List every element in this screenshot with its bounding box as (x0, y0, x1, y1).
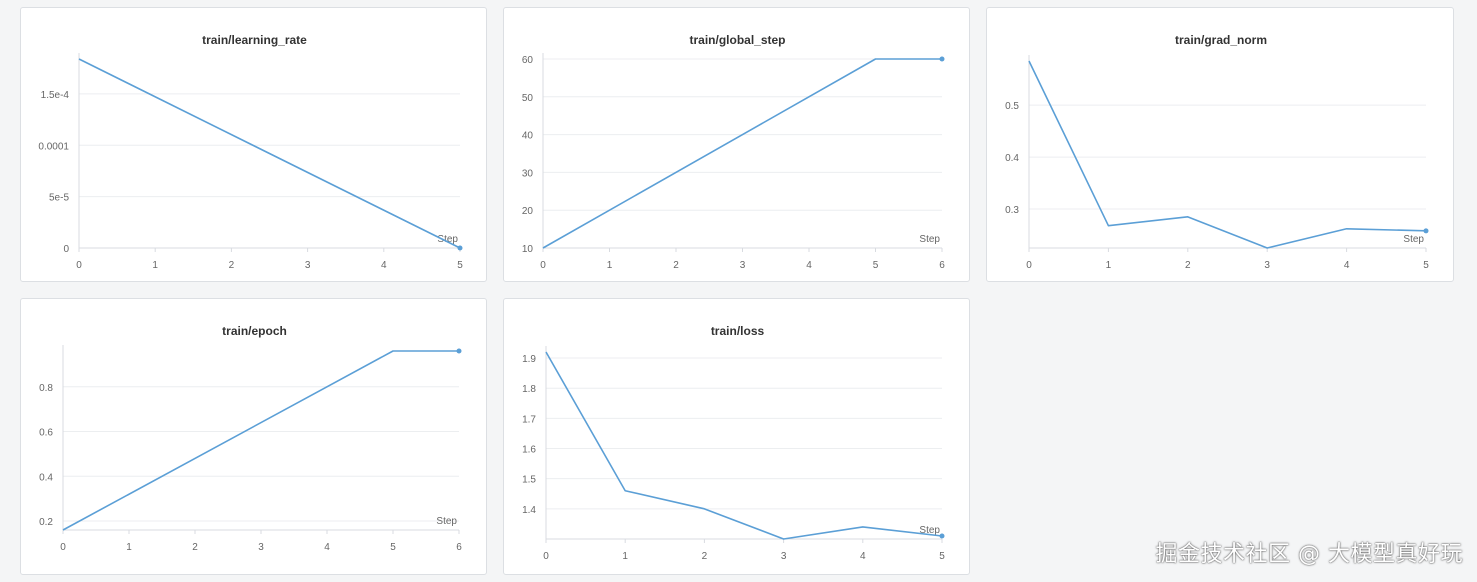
x-tick-label: 3 (781, 551, 787, 562)
x-tick-label: 1 (1106, 260, 1112, 271)
y-tick-label: 0.0001 (38, 141, 69, 152)
y-tick-label: 0.4 (39, 472, 53, 483)
series-line (1028, 60, 1427, 249)
x-tick-label: 1 (126, 542, 132, 553)
series-line (78, 58, 461, 249)
x-tick-label: 5 (1423, 260, 1429, 271)
x-tick-label: 3 (258, 542, 264, 553)
chart-grad-norm: train/grad_norm 0.3 0.4 0.5 0 1 2 3 4 5 Step (1005, 33, 1429, 271)
y-tick-label: 60 (522, 55, 534, 66)
chart-title: train/grad_norm (1175, 33, 1267, 47)
x-tick-label: 5 (873, 260, 879, 271)
x-tick-label: 4 (806, 260, 812, 271)
x-tick-label: 1 (152, 260, 158, 271)
chart-learning-rate: train/learning_rate 0 5e-5 0.0001 1.5e-4 0 1 2 3… (38, 33, 463, 271)
x-tick-label: 3 (1264, 260, 1270, 271)
y-tick-label: 0.5 (1005, 101, 1019, 112)
x-tick-label: 5 (939, 551, 945, 562)
y-tick-label: 1.4 (522, 505, 536, 516)
chart-global-step: train/global_step 10 20 30 40 50 60 0 1 2 3 4 5 6 Step (522, 33, 945, 271)
x-axis-label: Step (919, 525, 940, 536)
x-tick-label: 5 (390, 542, 396, 553)
series-end-point (457, 245, 463, 251)
y-tick-label: 1.5 (522, 475, 536, 486)
x-tick-label: 0 (540, 260, 546, 271)
x-tick-label: 4 (381, 260, 387, 271)
series-line (62, 350, 459, 531)
y-tick-label: 1.9 (522, 354, 536, 365)
x-tick-label: 4 (324, 542, 330, 553)
y-tick-label: 1.7 (522, 414, 536, 425)
x-axis-label: Step (1403, 234, 1424, 245)
y-tick-label: 1.6 (522, 445, 536, 456)
y-tick-label: 10 (522, 244, 534, 255)
y-tick-label: 1.5e-4 (41, 90, 70, 101)
x-tick-label: 2 (1185, 260, 1191, 271)
x-tick-label: 4 (860, 551, 866, 562)
chart-panel-global-step: train/global_step 10 20 30 40 50 60 0 1 2 3 4 5 6 Step (503, 7, 970, 282)
chart-title: train/learning_rate (202, 33, 307, 47)
y-tick-label: 20 (522, 206, 534, 217)
series-line (542, 58, 942, 249)
x-tick-label: 3 (740, 260, 746, 271)
x-axis-label: Step (919, 234, 940, 245)
chart-panel-grad-norm: train/grad_norm 0.3 0.4 0.5 0 1 2 3 4 5 Step (986, 7, 1454, 282)
y-tick-label: 50 (522, 93, 534, 104)
chart-title: train/loss (711, 324, 765, 338)
x-tick-label: 2 (702, 551, 708, 562)
y-tick-label: 40 (522, 131, 534, 142)
y-tick-label: 0 (63, 244, 69, 255)
x-tick-label: 2 (229, 260, 235, 271)
series-line (545, 351, 943, 540)
x-tick-label: 1 (622, 551, 628, 562)
x-tick-label: 5 (457, 260, 463, 271)
x-tick-label: 0 (1026, 260, 1032, 271)
x-tick-label: 4 (1344, 260, 1350, 271)
y-tick-label: 0.2 (39, 517, 53, 528)
chart-panel-loss: train/loss 1.4 1.5 1.6 1.7 1.8 1.9 0 1 2 3 4 5 Step (503, 298, 970, 575)
chart-panel-epoch: train/epoch 0.2 0.4 0.6 0.8 0 1 2 3 4 5 6 Step (20, 298, 487, 575)
x-axis-label: Step (436, 516, 457, 527)
series-end-point (456, 348, 462, 354)
x-tick-label: 0 (543, 551, 549, 562)
x-tick-label: 0 (60, 542, 66, 553)
watermark: 掘金技术社区 @ 大模型真好玩 (1155, 542, 1463, 567)
y-tick-label: 0.8 (39, 383, 53, 394)
series-end-point (939, 533, 945, 539)
y-tick-label: 30 (522, 168, 534, 179)
chart-panel-learning-rate: train/learning_rate 0 5e-5 0.0001 1.5e-4 0 1 2 3… (20, 7, 487, 282)
x-axis-label: Step (437, 234, 458, 245)
y-tick-label: 0.6 (39, 428, 53, 439)
x-tick-label: 0 (76, 260, 82, 271)
chart-title: train/global_step (689, 33, 785, 47)
x-tick-label: 1 (607, 260, 613, 271)
x-tick-label: 3 (305, 260, 311, 271)
y-tick-label: 1.8 (522, 384, 536, 395)
series-end-point (1423, 228, 1429, 234)
y-tick-label: 5e-5 (49, 193, 69, 204)
x-tick-label: 2 (673, 260, 679, 271)
x-tick-label: 2 (192, 542, 198, 553)
chart-title: train/epoch (222, 324, 287, 338)
x-tick-label: 6 (456, 542, 462, 553)
y-tick-label: 0.4 (1005, 153, 1019, 164)
chart-loss: train/loss 1.4 1.5 1.6 1.7 1.8 1.9 0 1 2 3 4 5 Step (522, 324, 945, 562)
x-tick-label: 6 (939, 260, 945, 271)
y-tick-label: 0.3 (1005, 205, 1019, 216)
chart-epoch: train/epoch 0.2 0.4 0.6 0.8 0 1 2 3 4 5 6 Step (39, 324, 462, 553)
series-end-point (939, 56, 945, 62)
